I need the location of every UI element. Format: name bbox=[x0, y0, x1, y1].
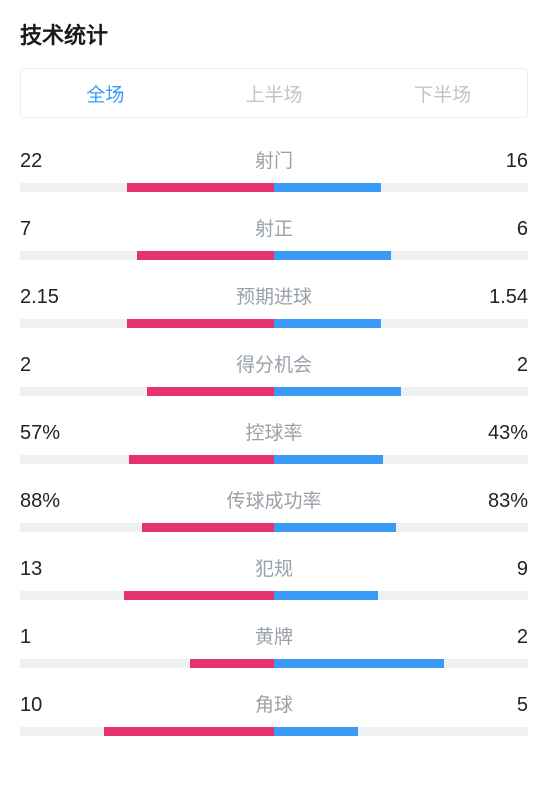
stat-value-left: 2.15 bbox=[20, 286, 80, 309]
stat-bar bbox=[20, 183, 528, 192]
stats-container: 技术统计 全场上半场下半场 22射门167射正62.15预期进球1.542得分机… bbox=[0, 0, 548, 736]
stat-value-right: 2 bbox=[468, 626, 528, 649]
stat-value-left: 7 bbox=[20, 218, 80, 241]
stat-value-left: 2 bbox=[20, 354, 80, 377]
stat-bar bbox=[20, 659, 528, 668]
stats-list: 22射门167射正62.15预期进球1.542得分机会257%控球率43%88%… bbox=[20, 146, 528, 736]
stat-bar-left-fill bbox=[142, 523, 274, 532]
tab-2[interactable]: 下半场 bbox=[358, 69, 527, 117]
stat-header: 88%传球成功率83% bbox=[20, 486, 528, 513]
stat-header: 13犯规9 bbox=[20, 554, 528, 581]
stat-bar bbox=[20, 727, 528, 736]
stat-value-right: 9 bbox=[468, 558, 528, 581]
stat-value-right: 6 bbox=[468, 218, 528, 241]
stat-bar-right-fill bbox=[274, 319, 381, 328]
stat-bar bbox=[20, 251, 528, 260]
section-title: 技术统计 bbox=[20, 18, 528, 50]
stat-bar-right-fill bbox=[274, 251, 391, 260]
tab-1[interactable]: 上半场 bbox=[190, 69, 359, 117]
stat-value-right: 5 bbox=[468, 694, 528, 717]
stat-label: 射正 bbox=[80, 214, 468, 241]
stat-row: 1黄牌2 bbox=[20, 622, 528, 668]
stat-header: 57%控球率43% bbox=[20, 418, 528, 445]
stat-header: 1黄牌2 bbox=[20, 622, 528, 649]
stat-bar-right-fill bbox=[274, 591, 378, 600]
period-tabs: 全场上半场下半场 bbox=[20, 68, 528, 118]
stat-row: 57%控球率43% bbox=[20, 418, 528, 464]
stat-bar-left-fill bbox=[147, 387, 274, 396]
stat-bar-left-fill bbox=[129, 455, 274, 464]
stat-bar-right-fill bbox=[274, 183, 381, 192]
stat-bar bbox=[20, 523, 528, 532]
stat-bar-left-fill bbox=[127, 183, 274, 192]
stat-row: 22射门16 bbox=[20, 146, 528, 192]
stat-value-left: 88% bbox=[20, 490, 80, 513]
stat-value-right: 2 bbox=[468, 354, 528, 377]
stat-bar-right-fill bbox=[274, 387, 401, 396]
stat-value-left: 13 bbox=[20, 558, 80, 581]
stat-row: 88%传球成功率83% bbox=[20, 486, 528, 532]
stat-bar-left-fill bbox=[124, 591, 274, 600]
stat-bar-right-fill bbox=[274, 659, 444, 668]
stat-value-right: 16 bbox=[468, 150, 528, 173]
stat-bar-left-fill bbox=[104, 727, 274, 736]
stat-row: 13犯规9 bbox=[20, 554, 528, 600]
stat-value-right: 83% bbox=[468, 490, 528, 513]
stat-label: 预期进球 bbox=[80, 282, 468, 309]
stat-row: 10角球5 bbox=[20, 690, 528, 736]
stat-value-left: 1 bbox=[20, 626, 80, 649]
stat-row: 2得分机会2 bbox=[20, 350, 528, 396]
tab-0[interactable]: 全场 bbox=[21, 69, 190, 117]
stat-header: 22射门16 bbox=[20, 146, 528, 173]
stat-label: 黄牌 bbox=[80, 622, 468, 649]
stat-value-left: 57% bbox=[20, 422, 80, 445]
stat-row: 7射正6 bbox=[20, 214, 528, 260]
stat-value-right: 43% bbox=[468, 422, 528, 445]
stat-header: 7射正6 bbox=[20, 214, 528, 241]
stat-label: 射门 bbox=[80, 146, 468, 173]
stat-header: 2得分机会2 bbox=[20, 350, 528, 377]
stat-label: 犯规 bbox=[80, 554, 468, 581]
stat-label: 控球率 bbox=[80, 418, 468, 445]
stat-header: 10角球5 bbox=[20, 690, 528, 717]
stat-bar bbox=[20, 591, 528, 600]
stat-bar-right-fill bbox=[274, 727, 358, 736]
stat-value-left: 22 bbox=[20, 150, 80, 173]
stat-header: 2.15预期进球1.54 bbox=[20, 282, 528, 309]
stat-value-left: 10 bbox=[20, 694, 80, 717]
stat-label: 得分机会 bbox=[80, 350, 468, 377]
stat-bar-left-fill bbox=[127, 319, 274, 328]
stat-bar-right-fill bbox=[274, 523, 396, 532]
stat-row: 2.15预期进球1.54 bbox=[20, 282, 528, 328]
stat-bar bbox=[20, 387, 528, 396]
stat-bar-left-fill bbox=[190, 659, 274, 668]
stat-bar-left-fill bbox=[137, 251, 274, 260]
stat-value-right: 1.54 bbox=[468, 286, 528, 309]
stat-label: 角球 bbox=[80, 690, 468, 717]
stat-bar-right-fill bbox=[274, 455, 383, 464]
stat-label: 传球成功率 bbox=[80, 486, 468, 513]
stat-bar bbox=[20, 319, 528, 328]
stat-bar bbox=[20, 455, 528, 464]
